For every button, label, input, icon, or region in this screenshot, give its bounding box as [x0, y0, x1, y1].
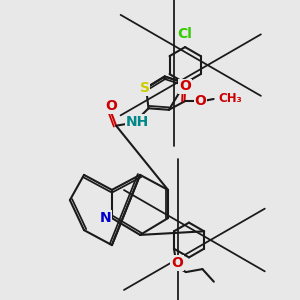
Text: CH₃: CH₃ [218, 92, 242, 106]
Text: O: O [194, 94, 206, 108]
Text: S: S [140, 81, 150, 95]
Text: N: N [100, 211, 111, 225]
Text: NH: NH [126, 115, 149, 129]
Text: Cl: Cl [178, 27, 193, 40]
Text: O: O [171, 256, 183, 270]
Text: O: O [179, 80, 191, 93]
Text: O: O [105, 99, 117, 113]
